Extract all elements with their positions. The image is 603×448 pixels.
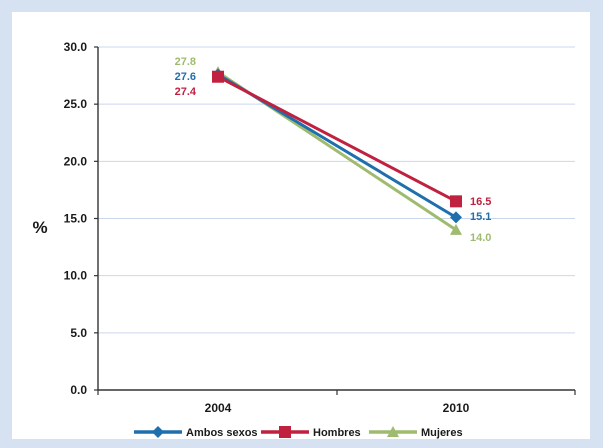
y-tick-label: 10.0 xyxy=(64,269,88,283)
x-tick-label: 2004 xyxy=(205,401,232,415)
legend-marker xyxy=(387,426,399,437)
data-label: 14.0 xyxy=(470,232,491,244)
data-label: 16.5 xyxy=(470,196,491,208)
legend-marker xyxy=(279,426,291,438)
chart-panel xyxy=(12,12,590,439)
series-line-hombres xyxy=(217,75,457,203)
data-point xyxy=(450,223,462,235)
data-label: 27.4 xyxy=(175,86,197,98)
y-tick-label: 0.0 xyxy=(70,383,87,397)
data-point xyxy=(450,195,462,208)
data-label: 27.8 xyxy=(175,56,196,68)
y-tick-label: 5.0 xyxy=(70,326,87,340)
y-tick-label: 20.0 xyxy=(64,154,88,168)
data-label: 27.6 xyxy=(175,71,196,83)
legend-label: Ambos sexos xyxy=(186,427,258,439)
legend-label: Hombres xyxy=(313,427,361,439)
y-tick-label: 25.0 xyxy=(64,97,88,111)
data-point xyxy=(212,70,224,83)
x-tick-label: 2010 xyxy=(443,401,470,415)
legend-marker xyxy=(152,426,164,438)
y-tick-label: 15.0 xyxy=(64,212,88,226)
legend-label: Mujeres xyxy=(421,427,463,439)
data-label: 15.1 xyxy=(470,211,491,223)
data-point xyxy=(450,211,462,224)
y-axis-label: % xyxy=(32,218,47,237)
y-tick-label: 30.0 xyxy=(64,40,88,54)
